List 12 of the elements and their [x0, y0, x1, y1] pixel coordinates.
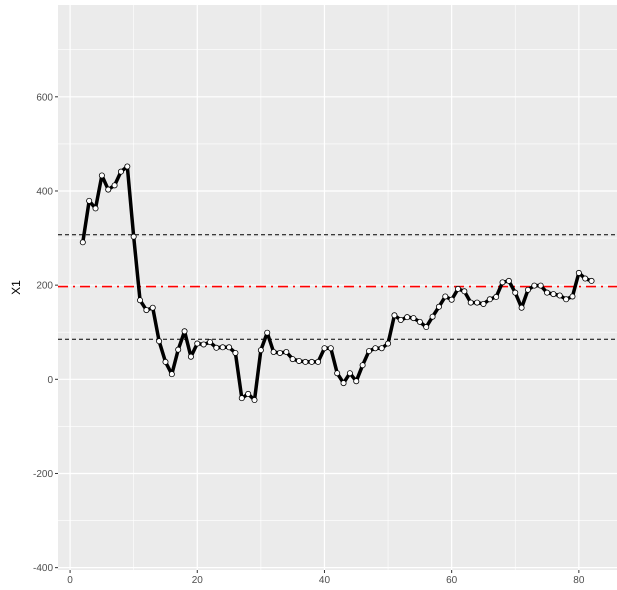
x-tick-label: 0 [67, 575, 74, 586]
y-tick-label: 600 [36, 92, 54, 104]
x-tick-label: 40 [318, 575, 330, 586]
x-tick-label: 20 [192, 575, 204, 586]
y-tick-label: 0 [47, 374, 54, 386]
y-tick-label: 400 [36, 186, 54, 198]
y-tick-label: -200 [32, 468, 54, 480]
x-tick-label: 60 [446, 575, 458, 586]
x-tick-label: 80 [573, 575, 585, 586]
y-tick-label: -400 [32, 563, 54, 574]
y-axis-title: X1 [9, 280, 23, 295]
y-tick-label: 200 [36, 280, 54, 292]
